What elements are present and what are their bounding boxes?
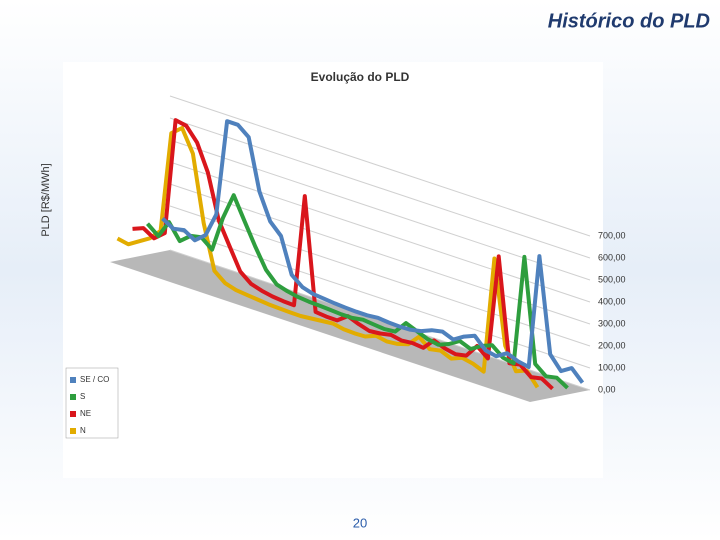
y-tick-label: 700,00 bbox=[598, 230, 626, 240]
series-line bbox=[161, 119, 585, 384]
slide-title: Histórico do PLD bbox=[548, 10, 710, 32]
grid-line bbox=[169, 161, 591, 303]
y-tick-label: 600,00 bbox=[598, 252, 626, 262]
series-line bbox=[145, 193, 569, 390]
legend-swatch bbox=[70, 428, 76, 434]
page-number: 20 bbox=[353, 515, 367, 530]
grid-line bbox=[169, 95, 591, 237]
y-tick-label: 0,00 bbox=[598, 384, 616, 394]
y-tick-label: 400,00 bbox=[598, 296, 626, 306]
y-tick-label: 500,00 bbox=[598, 274, 626, 284]
legend-label: S bbox=[80, 392, 85, 401]
series-line bbox=[116, 126, 540, 389]
y-tick-label: 100,00 bbox=[598, 362, 626, 372]
plot: 0,00 100,00 200,00 300,00 400,00 500,00 600,00… bbox=[110, 95, 626, 402]
grid-line bbox=[169, 227, 591, 369]
legend-swatch bbox=[70, 394, 76, 400]
series-line bbox=[132, 118, 554, 391]
legend-swatch bbox=[70, 411, 76, 417]
legend-label: N bbox=[80, 426, 86, 435]
y-tick-label: 300,00 bbox=[598, 318, 626, 328]
y-tick-label: 200,00 bbox=[598, 340, 626, 350]
grid-line bbox=[169, 117, 591, 259]
legend-swatch bbox=[70, 377, 76, 383]
legend-label: SE / CO bbox=[80, 375, 109, 384]
legend-label: NE bbox=[80, 409, 91, 418]
grid-line bbox=[169, 205, 591, 347]
y-axis-label: PLD [R$/MWh] bbox=[40, 163, 52, 236]
grid-line bbox=[169, 139, 591, 281]
chart-title: Evolução do PLD bbox=[311, 70, 410, 84]
